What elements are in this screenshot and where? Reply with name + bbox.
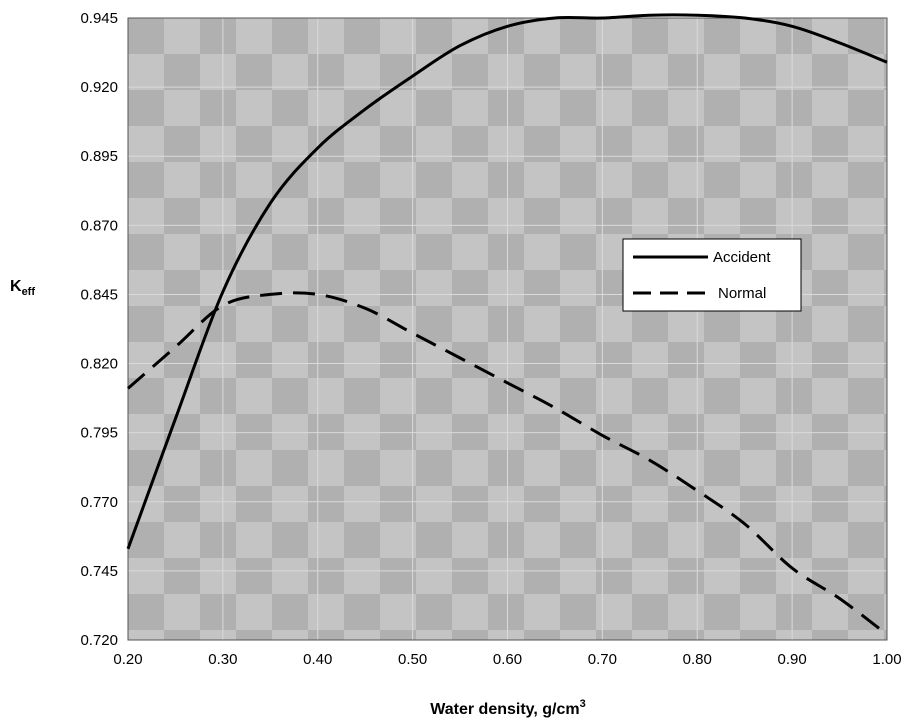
y-tick-label: 0.770: [80, 494, 118, 511]
x-tick-label: 0.60: [493, 651, 522, 668]
series-line-normal: [127, 291, 888, 636]
x-tick-label: 0.20: [113, 651, 142, 668]
x-tick-label: 0.40: [303, 651, 332, 668]
y-axis-label: Keff: [10, 278, 35, 298]
y-axis-label-subscript: eff: [22, 286, 36, 298]
legend-label-accident: Accident: [713, 249, 771, 266]
y-tick-label: 0.895: [80, 148, 118, 165]
y-tick-label: 0.845: [80, 286, 118, 303]
legend-box: [622, 238, 802, 312]
y-tick-label: 0.945: [80, 10, 118, 27]
x-axis-label-main: Water density, g/cm: [430, 701, 579, 718]
legend: Accident Normal: [622, 238, 802, 312]
y-tick-label: 0.720: [80, 632, 118, 649]
x-tick-label: 0.70: [588, 651, 617, 668]
y-tick-label: 0.745: [80, 563, 118, 580]
y-axis-label-main: K: [10, 278, 22, 295]
series-line-accident: [126, 13, 888, 550]
plot-frame: [127, 17, 888, 641]
x-tick-label: 0.30: [208, 651, 237, 668]
y-tick-label: 0.820: [80, 356, 118, 373]
x-tick-label: 0.50: [398, 651, 427, 668]
x-axis-label-superscript: 3: [580, 698, 586, 710]
y-axis-ticks: 0.720 0.745 0.770 0.795 0.820 0.845 0.870 0.895…: [80, 10, 118, 649]
x-tick-label: 0.90: [778, 651, 807, 668]
x-tick-label: 0.80: [683, 651, 712, 668]
x-axis-label: Water density, g/cm3: [430, 698, 586, 718]
y-tick-label: 0.920: [80, 79, 118, 96]
y-tick-label: 0.795: [80, 425, 118, 442]
y-tick-label: 0.870: [80, 217, 118, 234]
x-axis-ticks: 0.20 0.30 0.40 0.50 0.60 0.70 0.80 0.90 1.00: [113, 651, 901, 668]
x-tick-label: 1.00: [872, 651, 901, 668]
series-layer: [126, 13, 888, 636]
legend-label-normal: Normal: [718, 285, 766, 302]
